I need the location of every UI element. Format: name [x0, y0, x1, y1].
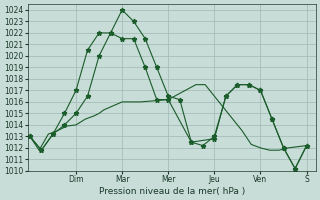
X-axis label: Pression niveau de la mer( hPa ): Pression niveau de la mer( hPa ): [99, 187, 245, 196]
